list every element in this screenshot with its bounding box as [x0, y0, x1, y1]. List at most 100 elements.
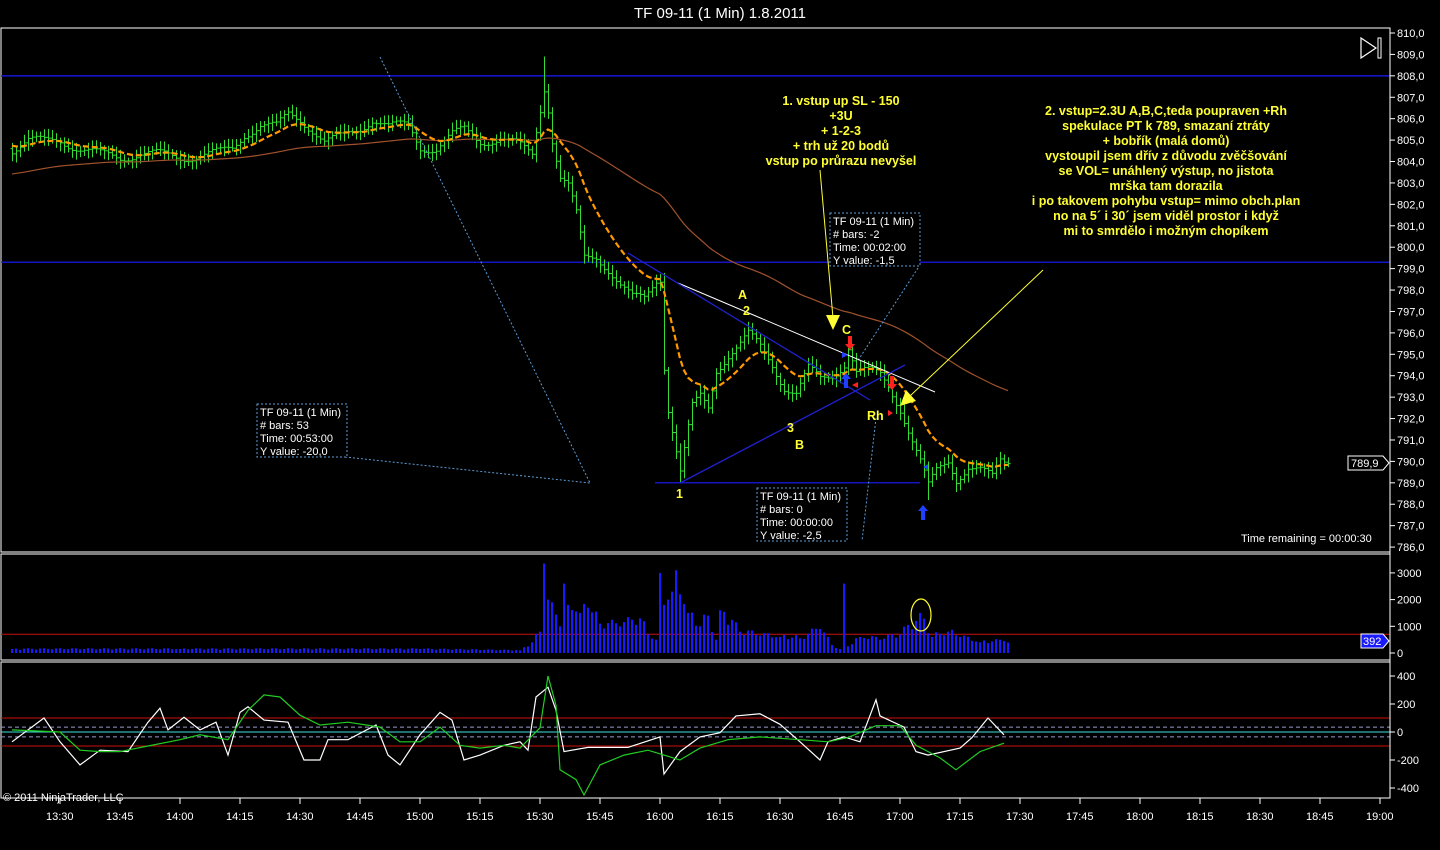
- volume-bar: [815, 628, 818, 653]
- price-bar: [914, 438, 919, 457]
- trendline-white[interactable]: [677, 282, 936, 393]
- price-tick-label: 803,0: [1397, 178, 1425, 190]
- price-bar: [222, 140, 227, 157]
- volume-bar: [35, 649, 38, 653]
- price-bar: [574, 191, 579, 214]
- volume-highlight-ellipse[interactable]: [910, 598, 932, 632]
- volume-bar: [691, 612, 694, 653]
- price-bar: [262, 120, 267, 133]
- volume-bar: [11, 648, 14, 653]
- price-tick-label: 791,0: [1397, 435, 1425, 447]
- volume-bar: [179, 648, 182, 653]
- volume-tick-label: 1000: [1397, 621, 1421, 633]
- measure-line[interactable]: [379, 56, 591, 484]
- volume-bar: [791, 637, 794, 653]
- volume-bar: [803, 638, 806, 653]
- annotation-line: mrška tam dorazila: [1109, 179, 1223, 193]
- time-tick-label: 16:00: [646, 811, 674, 823]
- price-bar: [698, 384, 703, 406]
- price-bar: [538, 105, 543, 141]
- price-bar: [894, 391, 899, 414]
- volume-bar: [135, 648, 138, 653]
- volume-bar: [295, 649, 298, 653]
- volume-bar: [207, 648, 210, 653]
- volume-bar: [795, 635, 798, 653]
- volume-bar: [83, 649, 86, 653]
- volume-bar: [771, 637, 774, 653]
- price-bar: [534, 127, 539, 163]
- price-bar: [58, 137, 63, 152]
- annotation-note-1[interactable]: 1. vstup up SL - 150+3U+ 1-2-3+ trh už 2…: [766, 94, 917, 168]
- volume-bar: [427, 648, 430, 653]
- volume-bar: [23, 648, 26, 653]
- price-bar: [702, 384, 707, 409]
- measure-box-yvalue: Y value: -2,5: [760, 530, 822, 542]
- price-bar: [330, 131, 335, 146]
- price-tick-label: 792,0: [1397, 414, 1425, 426]
- volume-bar: [47, 648, 50, 653]
- trendline-blue-lower[interactable]: [679, 364, 906, 484]
- time-tick-label: 18:30: [1246, 811, 1274, 823]
- volume-bar: [635, 624, 638, 653]
- price-tick-label: 801,0: [1397, 221, 1425, 233]
- price-bar: [734, 344, 739, 361]
- skip-to-end-icon[interactable]: [1360, 36, 1382, 60]
- pointer-line-2[interactable]: [909, 269, 1044, 397]
- measure-box-bars: # bars: 0: [760, 504, 803, 516]
- measure-box-yvalue: Y value: -20,0: [260, 446, 328, 458]
- volume-bar: [615, 623, 618, 653]
- measure-line[interactable]: [861, 417, 877, 542]
- price-bar: [738, 335, 743, 352]
- label-Rh: Rh: [867, 409, 884, 423]
- price-bar: [370, 117, 375, 136]
- measure-line[interactable]: [856, 267, 919, 363]
- price-bar: [722, 356, 727, 374]
- sell-arrow-icon: [845, 336, 855, 350]
- volume-bar: [219, 649, 222, 653]
- price-bar: [714, 368, 719, 400]
- price-tick-label: 786,0: [1397, 542, 1425, 554]
- time-tick-label: 15:30: [526, 811, 554, 823]
- volume-bar: [835, 647, 838, 653]
- volume-bar: [999, 639, 1002, 653]
- time-tick-label: 17:30: [1006, 811, 1034, 823]
- measure-line[interactable]: [344, 456, 591, 484]
- price-bar: [838, 364, 843, 384]
- volume-bar: [883, 638, 886, 653]
- volume-bar: [531, 642, 534, 653]
- entry-marker-icon: [842, 352, 848, 358]
- volume-bars: [11, 563, 1010, 653]
- price-bar: [998, 451, 1003, 475]
- price-tick-label: 796,0: [1397, 328, 1425, 340]
- volume-bar: [303, 648, 306, 653]
- time-tick-label: 14:45: [346, 811, 374, 823]
- volume-bar: [283, 649, 286, 653]
- price-bar: [710, 386, 715, 414]
- price-bar: [290, 104, 295, 120]
- price-bar: [610, 264, 615, 287]
- price-bar: [798, 377, 803, 398]
- price-bar: [46, 128, 51, 146]
- volume-bar: [735, 622, 738, 653]
- volume-bar: [923, 618, 926, 653]
- price-tick-label: 806,0: [1397, 114, 1425, 126]
- volume-bar: [719, 610, 722, 653]
- price-bar: [318, 128, 323, 144]
- volume-bar: [267, 649, 270, 653]
- annotation-note-2[interactable]: 2. vstup=2.3U A,B,C,teda poupraven +Rhsp…: [1032, 104, 1300, 238]
- price-bar: [594, 251, 599, 268]
- volume-bar: [331, 648, 334, 653]
- volume-bar: [323, 648, 326, 653]
- price-bar: [442, 136, 447, 153]
- volume-bar: [43, 648, 46, 653]
- price-bar: [418, 138, 423, 160]
- trendline-blue-upper[interactable]: [627, 252, 871, 401]
- volume-bar: [443, 648, 446, 653]
- price-bar: [270, 113, 275, 131]
- pointer-line-1[interactable]: [819, 169, 834, 319]
- volume-bar: [715, 639, 718, 653]
